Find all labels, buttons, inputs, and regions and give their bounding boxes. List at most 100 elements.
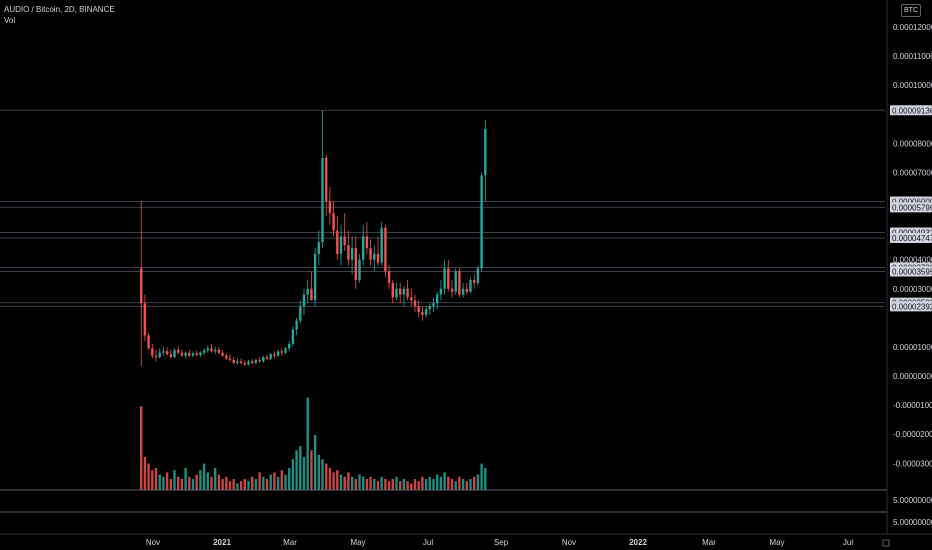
- candle-body: [191, 353, 195, 356]
- volume-bar: [217, 474, 221, 490]
- price-level-badge: [890, 232, 932, 243]
- candle-body: [302, 294, 306, 307]
- candle-body: [387, 271, 391, 283]
- candle-body: [158, 352, 161, 358]
- volume-bar: [421, 476, 424, 490]
- candle-body: [291, 329, 295, 345]
- volume-bar: [376, 481, 380, 490]
- volume-bar: [154, 468, 158, 490]
- volume-bar: [443, 472, 446, 490]
- candle-body: [395, 288, 398, 298]
- candle-body: [232, 360, 235, 363]
- price-level-label: 0.00003595: [892, 267, 932, 276]
- price-tick-label: 0.00011000: [893, 52, 932, 61]
- volume-bar: [243, 479, 246, 490]
- candle-body: [328, 201, 332, 214]
- volume-bar: [484, 468, 487, 490]
- candle-body: [410, 297, 413, 301]
- candle-body: [169, 354, 172, 358]
- volume-bar: [236, 483, 239, 490]
- candle-body: [225, 355, 228, 359]
- volume-bar: [310, 450, 313, 490]
- price-axis[interactable]: 0.00012000 0.00011000 0.00010000 0.00008000…: [890, 23, 932, 527]
- candle-body: [399, 288, 402, 295]
- candle-body: [195, 353, 198, 356]
- volume-bar: [439, 476, 443, 490]
- time-tick-label: 2021: [213, 538, 231, 547]
- volume-bar: [302, 457, 306, 490]
- volume-bar: [247, 481, 250, 490]
- candle-body: [251, 361, 254, 363]
- price-tick-label: -0.00003000: [893, 459, 932, 468]
- pane-scale-label: 5.00000000: [893, 518, 932, 527]
- candle-body: [202, 350, 206, 353]
- candle-body: [147, 335, 150, 349]
- candle-body: [350, 248, 354, 260]
- volume-bar: [206, 472, 209, 490]
- candle-body: [269, 354, 272, 359]
- time-axis[interactable]: Nov 2021 Mar May Jul Sep Nov 2022 Mar May Jul: [146, 538, 890, 547]
- price-level-label: 0.00002392: [892, 302, 932, 311]
- volume-bar: [369, 476, 372, 490]
- candle-body: [173, 349, 176, 358]
- volume-indicator-label[interactable]: Vol: [4, 16, 16, 25]
- candle-body: [321, 157, 324, 243]
- candle-body: [480, 175, 483, 269]
- volume-bar: [184, 468, 187, 490]
- price-tick-label: -0.00002000: [893, 430, 932, 439]
- volume-bar: [265, 479, 269, 490]
- volume-bar: [336, 470, 339, 490]
- candle-body: [484, 128, 487, 176]
- volume-bar: [284, 474, 287, 490]
- symbol-title[interactable]: AUDIO / Bitcoin, 2D, BINANCE: [4, 5, 115, 14]
- volume-bar: [180, 479, 184, 490]
- volume-bar: [199, 470, 202, 490]
- candle-body: [424, 309, 428, 315]
- volume-bar: [406, 481, 409, 490]
- candle-body: [343, 236, 346, 246]
- volume-bar: [458, 476, 461, 490]
- candle-body: [447, 268, 450, 289]
- volume-bar: [354, 479, 357, 490]
- volume-bar: [432, 479, 435, 490]
- candle-body: [413, 300, 417, 307]
- volume-bar: [325, 463, 328, 490]
- volume-bar: [328, 468, 332, 490]
- candle-body: [295, 320, 298, 330]
- candle-body: [473, 280, 476, 283]
- price-tick-label: 0.00001000: [893, 343, 932, 352]
- candle-body: [461, 288, 465, 295]
- candle-body: [143, 303, 147, 336]
- candle-body: [288, 344, 291, 349]
- candle-body: [450, 288, 454, 292]
- volume-bar: [276, 476, 280, 490]
- volume-bar: [169, 479, 172, 490]
- candle-body: [365, 236, 369, 249]
- price-tick-label: 0.00000000: [893, 372, 932, 381]
- volume-bar: [151, 470, 154, 490]
- volume-bar: [299, 446, 302, 490]
- volume-bar: [177, 476, 180, 490]
- volume-bar: [417, 481, 420, 490]
- volume-bar: [332, 472, 335, 490]
- price-level-badge: [890, 105, 932, 116]
- currency-button[interactable]: BTC: [901, 4, 921, 17]
- price-tick-label: 0.00010000: [893, 81, 932, 90]
- candle-body: [402, 288, 406, 295]
- volume-bar: [339, 474, 343, 490]
- volume-bar: [365, 479, 369, 490]
- volume-bar: [225, 476, 228, 490]
- volume-bar: [262, 476, 265, 490]
- time-tick-label: Sep: [494, 538, 509, 547]
- candle-body: [188, 352, 191, 356]
- volume-bar: [306, 397, 309, 490]
- time-tick-label: May: [769, 538, 784, 547]
- volume-bar: [228, 481, 232, 490]
- candle-body: [369, 248, 372, 260]
- volume-bar: [461, 479, 465, 490]
- price-level-badge: [890, 202, 932, 213]
- time-tick-label: Nov: [146, 538, 160, 547]
- volume-bar: [210, 476, 213, 490]
- time-tick-label: 2022: [629, 538, 647, 547]
